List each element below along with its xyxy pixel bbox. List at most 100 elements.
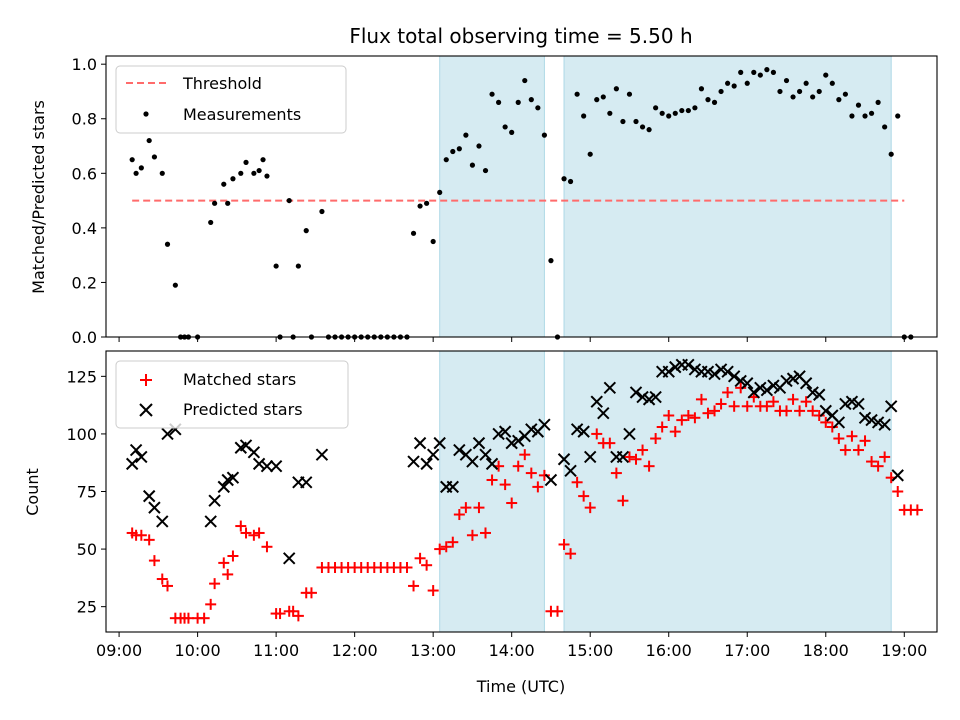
predicted-point bbox=[721, 365, 734, 378]
matched-point bbox=[669, 426, 681, 438]
measurement-point bbox=[594, 97, 600, 103]
matched-point bbox=[630, 453, 642, 465]
predicted-marker-b bbox=[570, 423, 584, 436]
measurement-point bbox=[138, 165, 144, 171]
matched-points bbox=[126, 382, 923, 624]
predicted-point bbox=[217, 480, 230, 494]
matched-point bbox=[440, 541, 452, 553]
predicted-points bbox=[125, 358, 904, 565]
predicted-point bbox=[832, 416, 846, 429]
predicted-marker-b bbox=[832, 416, 846, 429]
shaded-interval bbox=[563, 55, 892, 338]
predicted-point bbox=[525, 423, 538, 436]
measurement-point bbox=[469, 162, 476, 168]
predicted-point bbox=[208, 494, 221, 507]
matched-point bbox=[205, 598, 217, 610]
matched-point bbox=[643, 460, 655, 472]
predicted-point bbox=[466, 455, 479, 468]
measurement-point bbox=[659, 110, 665, 116]
predicted-point bbox=[544, 473, 558, 487]
measurement-point bbox=[783, 77, 790, 84]
matched-point bbox=[473, 502, 485, 514]
measurement-point bbox=[515, 99, 521, 105]
y-tick-label: 0.4 bbox=[72, 219, 97, 238]
matched-point bbox=[156, 573, 168, 585]
predicted-point bbox=[538, 418, 551, 431]
predicted-point bbox=[623, 427, 636, 441]
measurement-point bbox=[450, 148, 456, 155]
measurement-point bbox=[535, 105, 541, 111]
measurement-point bbox=[770, 69, 777, 75]
predicted-marker-b bbox=[727, 370, 741, 383]
predicted-point bbox=[252, 457, 266, 471]
predicted-point bbox=[156, 515, 169, 528]
predicted-point bbox=[260, 459, 274, 473]
predicted-marker-b bbox=[538, 418, 551, 431]
measurement-point bbox=[264, 173, 270, 179]
matched-point bbox=[218, 557, 230, 569]
predicted-point bbox=[878, 418, 891, 431]
predicted-marker-b bbox=[826, 409, 839, 422]
x-tick-label: 18:00 bbox=[803, 641, 849, 660]
matched-point bbox=[650, 433, 662, 445]
predicted-point bbox=[714, 363, 728, 376]
predicted-marker-b bbox=[269, 459, 283, 473]
matched-point bbox=[512, 460, 524, 472]
top-y-ticks: 0.0 0.2 0.4 0.6 0.8 1.0 bbox=[72, 55, 106, 347]
bottom-y-ticks: 25 50 75 100 125 bbox=[66, 367, 106, 617]
predicted-marker-b bbox=[858, 411, 872, 425]
matched-point bbox=[879, 451, 891, 463]
matched-point bbox=[480, 527, 492, 539]
measurement-point bbox=[823, 72, 829, 78]
predicted-marker-b bbox=[204, 515, 217, 528]
predicted-point bbox=[283, 552, 296, 565]
measurement-point bbox=[711, 99, 718, 105]
predicted-point bbox=[512, 434, 525, 448]
predicted-point bbox=[839, 397, 852, 411]
predicted-point bbox=[603, 381, 617, 395]
predicted-marker-b bbox=[760, 383, 774, 397]
predicted-marker-b bbox=[806, 386, 819, 399]
chart-title: Flux total observing time = 5.50 h bbox=[349, 24, 692, 48]
predicted-marker-b bbox=[512, 434, 525, 448]
measurement-point bbox=[502, 124, 508, 130]
matched-point bbox=[222, 568, 234, 580]
predicted-marker-b bbox=[498, 425, 512, 438]
measurement-point bbox=[417, 203, 423, 209]
bottom-shaded-intervals bbox=[439, 350, 892, 633]
matched-point bbox=[486, 474, 498, 486]
top-legend-box bbox=[115, 65, 347, 134]
y-tick-label: 50 bbox=[77, 540, 97, 559]
matched-point bbox=[676, 414, 688, 426]
measurement-point bbox=[718, 88, 724, 95]
matched-point bbox=[274, 608, 286, 620]
predicted-marker-b bbox=[714, 363, 728, 376]
matched-point bbox=[735, 382, 747, 394]
predicted-marker-b bbox=[142, 489, 156, 503]
predicted-point bbox=[269, 459, 283, 473]
legend-threshold-label: Threshold bbox=[182, 74, 262, 93]
matched-point bbox=[826, 421, 838, 433]
bottom-legend-box bbox=[115, 360, 349, 429]
matched-point bbox=[852, 444, 864, 456]
matched-point bbox=[820, 416, 832, 428]
predicted-point bbox=[472, 436, 486, 450]
measurement-point bbox=[639, 124, 646, 130]
predicted-point bbox=[780, 374, 793, 388]
measurement-point bbox=[672, 110, 678, 116]
measurement-point bbox=[862, 113, 868, 119]
measurement-point bbox=[816, 88, 822, 95]
bottom-legend: Matched stars Predicted stars bbox=[115, 360, 349, 429]
measurement-point bbox=[574, 91, 580, 97]
y-tick-label: 0.6 bbox=[72, 164, 97, 183]
measurement-point bbox=[581, 113, 587, 119]
matched-point bbox=[571, 476, 583, 488]
predicted-marker-b bbox=[505, 436, 518, 450]
matched-point bbox=[637, 444, 649, 456]
measurement-point bbox=[705, 97, 711, 103]
predicted-marker-b bbox=[479, 448, 492, 461]
measurement-point bbox=[882, 124, 888, 130]
y-tick-label: 0.2 bbox=[72, 273, 97, 292]
predicted-marker-b bbox=[603, 381, 617, 395]
matched-point bbox=[460, 502, 472, 514]
